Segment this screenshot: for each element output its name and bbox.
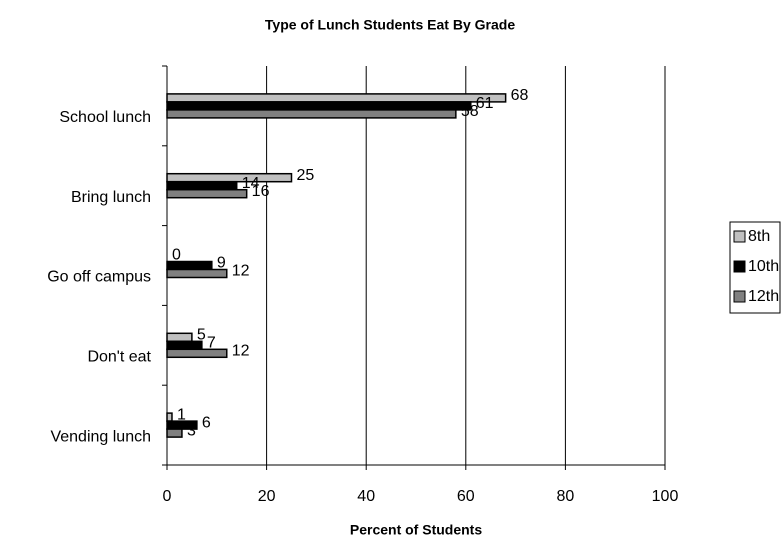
legend-swatch	[733, 290, 746, 303]
data-label: 14	[242, 175, 260, 192]
legend-label: 12th	[748, 288, 779, 305]
x-tick-label: 40	[357, 488, 375, 505]
data-label: 1	[177, 406, 186, 423]
bar	[166, 101, 472, 111]
x-tick-label: 0	[163, 488, 172, 505]
bar	[166, 109, 457, 119]
y-tick-label: Don't eat	[87, 349, 151, 366]
y-tick-label: Bring lunch	[71, 189, 151, 206]
data-label: 16	[252, 183, 270, 200]
legend-label: 10th	[748, 258, 779, 275]
data-label: 6	[202, 414, 211, 431]
bar	[166, 348, 228, 359]
data-label: 7	[207, 335, 216, 352]
data-label: 9	[217, 255, 226, 272]
legend-label: 8th	[748, 228, 770, 245]
bar	[166, 268, 228, 279]
bar	[166, 260, 213, 271]
data-label: 61	[476, 95, 494, 112]
data-label: 12	[232, 263, 250, 280]
data-label: 0	[172, 247, 181, 264]
bar	[166, 188, 248, 199]
x-tick-label: 100	[652, 488, 679, 505]
data-label: 68	[511, 87, 529, 104]
data-label: 58	[461, 103, 479, 120]
bar	[166, 172, 293, 183]
data-label: 12	[232, 343, 250, 360]
bar	[166, 332, 193, 343]
x-axis-title: Percent of Students	[350, 522, 482, 538]
bar	[166, 93, 507, 103]
legend-swatch	[733, 230, 746, 243]
data-label: 3	[187, 422, 196, 439]
x-tick-label: 20	[258, 488, 276, 505]
y-tick-label: School lunch	[59, 109, 151, 126]
x-tick-label: 60	[457, 488, 475, 505]
data-label: 5	[197, 327, 206, 344]
legend-swatch	[733, 260, 746, 273]
chart-title: Type of Lunch Students Eat By Grade	[265, 17, 515, 33]
bar	[166, 428, 183, 438]
data-label: 25	[297, 167, 315, 184]
bar	[166, 340, 203, 351]
x-tick-label: 80	[557, 488, 575, 505]
bar	[166, 412, 173, 422]
y-tick-label: Vending lunch	[50, 428, 151, 445]
bar	[166, 180, 238, 191]
y-tick-label: Go off campus	[47, 269, 151, 286]
